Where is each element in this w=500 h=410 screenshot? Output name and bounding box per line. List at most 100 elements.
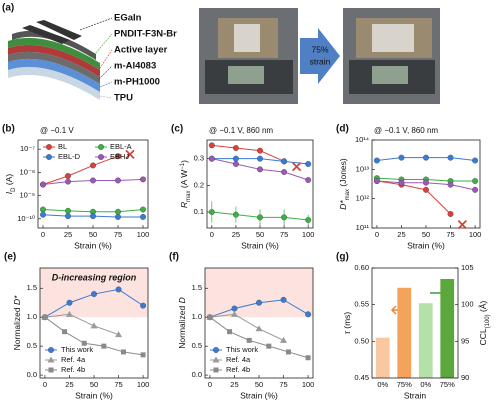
marker [48, 347, 54, 353]
marker [227, 329, 233, 335]
series-line [211, 144, 285, 162]
marker [98, 144, 104, 150]
axis-label: Normalized D [177, 297, 187, 349]
marker [65, 178, 71, 185]
marker [120, 349, 126, 355]
legend-label: Ref. 4b [61, 365, 85, 374]
marker [207, 314, 213, 320]
marker [423, 179, 429, 186]
x-tick-label: 25 [230, 380, 238, 389]
axis-label: CCL(100) (Å) [478, 300, 490, 345]
marker [212, 356, 220, 363]
marker [65, 207, 71, 214]
marker [115, 213, 121, 220]
x-axis-label: Strain [404, 390, 426, 400]
marker [101, 343, 107, 349]
series-line [376, 180, 451, 215]
x-tick-label: 75 [279, 380, 287, 389]
marker [281, 214, 288, 221]
y-tick-label: 10¹⁴ [355, 135, 369, 144]
marker [115, 153, 121, 160]
marker [40, 181, 46, 188]
y-tick-label: 0.2 [194, 180, 204, 189]
y-tick-label: 0.0 [27, 370, 37, 379]
y-tick-label: 0.60 [354, 263, 369, 272]
axis-label-part: −1 [180, 162, 186, 170]
axis-label-part: Normalized [177, 303, 187, 348]
marker [46, 154, 52, 160]
marker [115, 286, 122, 293]
x-tick-label: 75 [446, 230, 454, 239]
marker [257, 166, 263, 173]
legend-label: EBL-D [58, 152, 81, 161]
marker [305, 311, 312, 318]
marker [447, 211, 454, 217]
marker [115, 208, 121, 215]
series-line [42, 155, 119, 186]
y-tick-label: 0.55 [354, 300, 369, 309]
panel-label: (f) [169, 252, 179, 263]
marker [305, 217, 312, 223]
x-tick-label: 0% [377, 380, 388, 389]
legend-label: Ref. 4a [61, 355, 86, 364]
axis-label-part: max [345, 189, 351, 200]
x-tick-label: 100 [137, 230, 150, 239]
y2-tick-label: 105 [461, 263, 474, 272]
bar [418, 303, 433, 378]
marker [257, 147, 263, 154]
marker [472, 157, 479, 164]
region-label: D-increasing region [52, 272, 137, 282]
layer-label: Active layer [114, 45, 168, 56]
y-tick-label: 0.3 [194, 154, 204, 163]
layer-label: PNDIT-F3N-Br [114, 29, 177, 40]
marker [40, 206, 46, 213]
marker [232, 155, 239, 162]
marker [140, 206, 146, 213]
marker [285, 349, 291, 355]
marker [232, 211, 239, 218]
x-tick-label: 50 [422, 230, 430, 239]
marker [66, 299, 73, 306]
marker [398, 154, 405, 161]
y-tick-label: 1.5 [27, 283, 37, 292]
marker [373, 157, 380, 164]
x-axis-label: Strain (%) [240, 390, 278, 400]
arrow-label: 75% [311, 44, 328, 54]
marker [140, 302, 147, 309]
marker [472, 186, 479, 193]
marker [48, 367, 54, 373]
panel-label: (a) [2, 3, 14, 14]
axis-label: ID (A) [4, 174, 16, 195]
legend-label: This work [61, 345, 93, 354]
failure-mark [125, 149, 135, 160]
annotation: @ −0.1 V, 860 nm [209, 126, 273, 135]
y-tick-label: 0.1 [194, 207, 204, 216]
panel-label: (g) [336, 252, 349, 263]
marker [81, 340, 87, 346]
axis-label-part: τ [342, 330, 352, 334]
marker [91, 291, 97, 298]
axis-label-part: D [177, 297, 187, 303]
marker [305, 355, 311, 361]
y-tick-label: 0.5 [27, 341, 37, 350]
marker [213, 367, 219, 373]
photo [343, 8, 440, 104]
series-line [209, 313, 284, 341]
x-tick-label: 0 [375, 230, 379, 239]
marker [281, 158, 288, 165]
x-tick-label: 75% [397, 380, 412, 389]
marker [447, 181, 454, 188]
marker [281, 169, 288, 175]
photo [199, 8, 298, 104]
marker [40, 211, 46, 218]
failure-mark [457, 220, 467, 230]
bar [440, 279, 455, 378]
legend-label: Ref. 4b [226, 365, 250, 374]
x-tick-label: 25 [64, 230, 72, 239]
marker [257, 214, 263, 221]
axis-label: Rmax (A W−1) [179, 160, 191, 208]
marker [115, 331, 123, 338]
y-tick-label: 1.5 [192, 283, 202, 292]
axis-label-part: I [4, 191, 14, 194]
